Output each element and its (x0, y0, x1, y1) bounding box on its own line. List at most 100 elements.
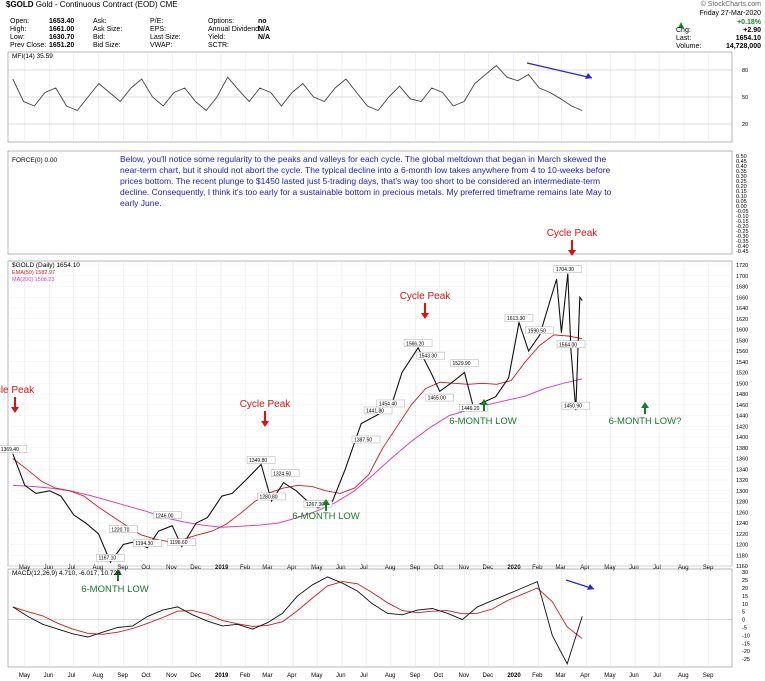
right-value: +2.90 (743, 27, 761, 34)
price-panel-label: $GOLD (Daily) 1654.10 (12, 262, 80, 269)
month-tick-label: Aug (385, 673, 396, 679)
month-tick-label: May (604, 565, 615, 571)
month-tick-label: Jun (336, 673, 346, 679)
commentary-line: Below, you'll notice some regularity to … (120, 154, 607, 164)
month-tick-label: Mar (555, 565, 565, 571)
mfi-tick-label: 20 (742, 122, 748, 128)
cycle-peak-label: Cycle Peak (547, 228, 599, 239)
month-tick-label: Jun (44, 565, 54, 571)
quote-value: 1651.20 (49, 42, 75, 49)
price-tick-label: 1340 (736, 467, 748, 473)
price-tick-label: 1580 (736, 338, 748, 344)
month-tick-label: Jun (44, 673, 54, 679)
month-tick-label: Oct (434, 673, 444, 679)
bidask-key: Ask: (93, 18, 107, 25)
price-data-label: 1590.50 (528, 328, 546, 334)
six-month-low-label: 6-MONTH LOW (449, 416, 517, 427)
force-tick-label: -0.10 (736, 214, 749, 220)
cycle-peak-label: cle Peak (0, 385, 35, 396)
month-tick-label: Aug (93, 673, 104, 679)
month-tick-label: May (311, 673, 322, 679)
mfi-tick-label: 50 (742, 95, 748, 101)
price-tick-label: 1600 (736, 328, 748, 334)
macd-tick-label: 0 (742, 618, 745, 624)
price-tick-label: 1480 (736, 392, 748, 398)
price-data-label-box (351, 435, 381, 444)
options-key: SCTR: (208, 42, 229, 49)
options-key: Annual Dividend: (208, 26, 261, 33)
six-month-low-label: 6-MONTH LOW? (609, 416, 682, 427)
month-tick-label: Apr (580, 565, 589, 571)
force-tick-label: -0.05 (736, 209, 749, 215)
force-tick-label: 0.15 (736, 189, 747, 195)
macd-tick-label: -5 (742, 625, 747, 631)
options-value: N/A (258, 26, 271, 33)
month-tick-label: Jul (360, 565, 368, 571)
peak-arrow-icon (261, 421, 269, 427)
price-data-label: 1167.10 (99, 556, 117, 562)
price-tick-label: 1280 (736, 500, 748, 506)
price-data-label: 1543.30 (419, 354, 437, 360)
price-data-label: 1564.00 (559, 342, 577, 348)
price-data-label-box (416, 351, 446, 360)
price-data-label: 1446.20 (461, 406, 479, 412)
low-arrow-icon (322, 499, 330, 505)
price-data-label: 1441.80 (366, 408, 384, 414)
month-tick-label: Dec (190, 565, 201, 571)
bidask-key: Bid: (93, 34, 106, 41)
price-data-label: 1349.80 (249, 458, 267, 464)
mfi-panel-label: MFI(14) 35.59 (12, 53, 53, 60)
macd-tick-label: -25 (742, 657, 750, 663)
month-tick-label: 2019 (215, 673, 229, 679)
options-value: N/A (258, 34, 271, 41)
price-tick-label: 1400 (736, 435, 748, 441)
ema50-line (12, 334, 583, 543)
force-tick-label: -0.20 (736, 224, 749, 230)
price-data-label-box (403, 339, 433, 347)
commentary-line: decline. Consequently, I think it's too … (120, 187, 612, 197)
month-tick-label: May (311, 565, 322, 571)
force-tick-label: 0.45 (736, 159, 747, 165)
month-tick-label: Jul (653, 565, 661, 571)
month-tick-label: Jun (629, 565, 639, 571)
month-tick-label: 2019 (215, 565, 229, 571)
month-tick-label: Apr (580, 673, 589, 679)
price-tick-label: 1540 (736, 360, 748, 366)
month-tick-label: Dec (483, 673, 494, 679)
price-data-label: 1324.50 (273, 471, 291, 477)
peak-arrow-icon (421, 313, 429, 319)
quote-key: Prev Close: (10, 42, 47, 49)
price-data-label-box (556, 340, 586, 349)
month-tick-label: Nov (166, 673, 177, 679)
month-tick-label: Sep (410, 673, 421, 679)
price-data-label: 1246.00 (155, 513, 173, 519)
macd-panel-label: MACD(12,26,9) 4.710, -6.017, 10.728 (12, 570, 121, 577)
price-data-label-box (0, 445, 28, 453)
price-data-label-box (109, 525, 138, 533)
price-data-label-box (270, 469, 300, 478)
price-tick-label: 1460 (736, 403, 748, 409)
month-tick-label: Nov (166, 565, 177, 571)
macd-tick-label: -20 (742, 649, 750, 655)
right-key: Chg: (676, 27, 691, 34)
macd-tick-label: 5 (742, 610, 745, 616)
month-tick-label: Sep (703, 673, 714, 679)
price-tick-label: 1440 (736, 414, 748, 420)
price-tick-label: 1720 (736, 263, 748, 269)
month-tick-label: Sep (117, 673, 128, 679)
price-data-label-box (257, 492, 286, 501)
bidask-key: Ask Size: (93, 26, 123, 33)
price-tick-label: 1260 (736, 510, 748, 516)
month-tick-label: Jun (629, 673, 639, 679)
month-tick-label: Jul (68, 565, 76, 571)
peak-arrow-icon (11, 407, 19, 413)
symbol-description: Gold - Continuous Contract (EOD) CME (35, 0, 178, 9)
ema-legend-label: EMA(50) 1582.97 (12, 270, 55, 276)
month-tick-label: Mar (262, 673, 272, 679)
price-data-label-box (450, 359, 479, 367)
month-tick-label: Sep (410, 565, 421, 571)
price-data-label-box (167, 538, 196, 546)
right-value: 1654.10 (735, 35, 761, 42)
month-tick-label: Jul (653, 673, 661, 679)
month-tick-label: Aug (678, 673, 689, 679)
